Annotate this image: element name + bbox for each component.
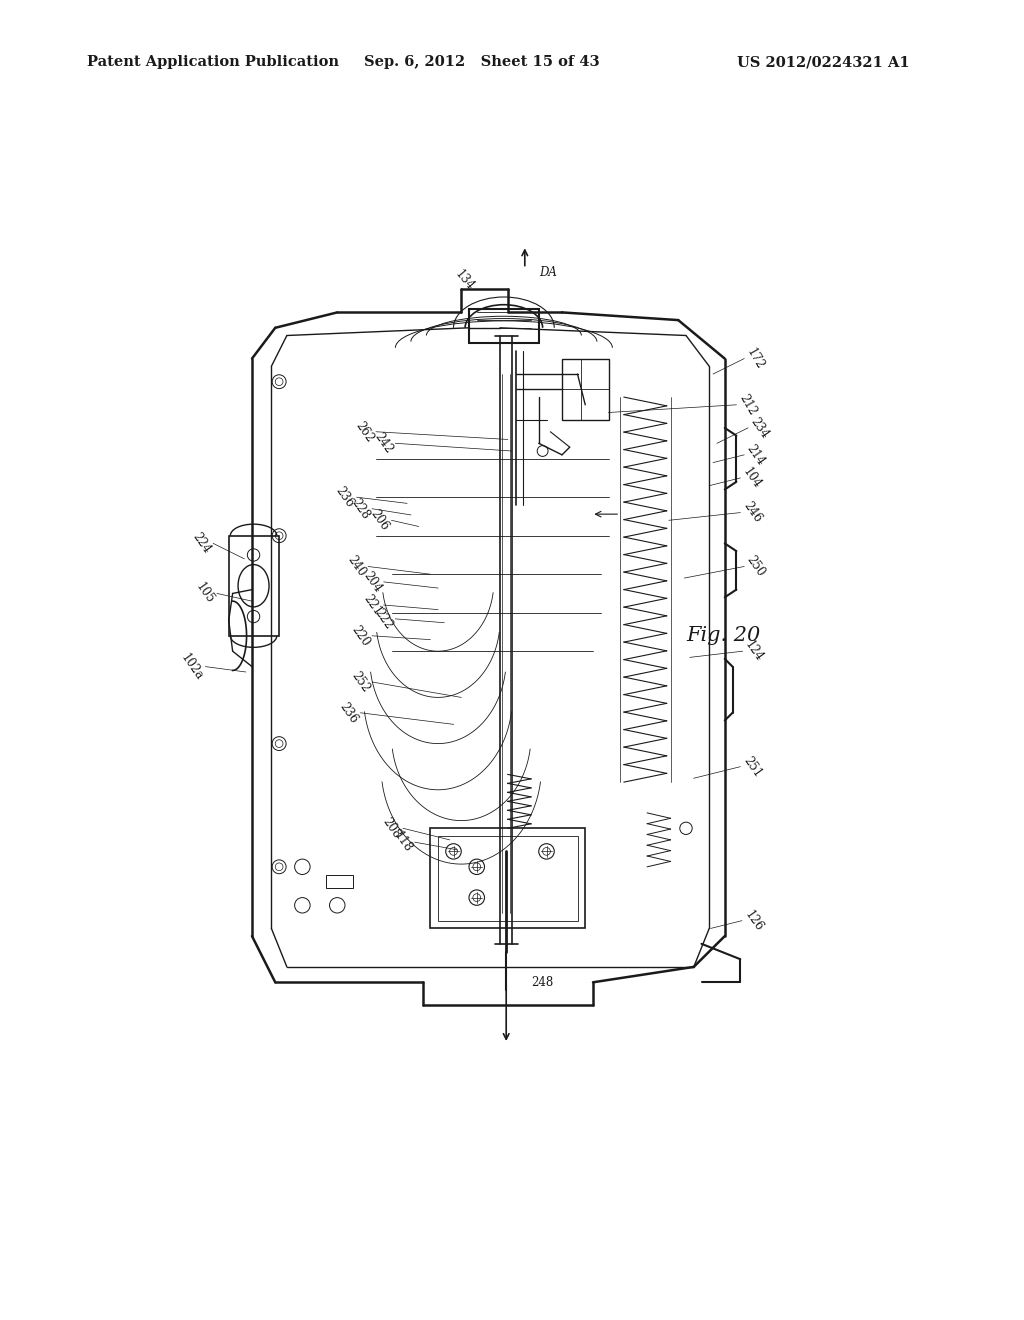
Bar [438, 836, 578, 921]
Text: 250: 250 [744, 553, 768, 579]
Text: 220: 220 [349, 623, 372, 648]
Text: 134: 134 [453, 268, 477, 293]
Bar [430, 829, 586, 928]
Text: 228: 228 [349, 496, 372, 521]
Text: 214: 214 [744, 442, 768, 467]
Text: Patent Application Publication: Patent Application Publication [87, 55, 339, 70]
Text: 102a: 102a [178, 651, 206, 682]
Text: 262: 262 [352, 418, 376, 445]
Text: 224: 224 [189, 531, 213, 556]
Text: 212: 212 [736, 392, 759, 417]
Text: 234: 234 [748, 414, 771, 441]
Text: Sep. 6, 2012   Sheet 15 of 43: Sep. 6, 2012 Sheet 15 of 43 [364, 55, 599, 70]
Text: 222: 222 [372, 606, 395, 632]
Text: US 2012/0224321 A1: US 2012/0224321 A1 [737, 55, 910, 70]
Bar [469, 309, 539, 343]
Text: 252: 252 [349, 669, 372, 694]
Text: 126: 126 [741, 908, 765, 933]
Text: 221: 221 [360, 593, 384, 618]
Text: 236: 236 [337, 700, 360, 726]
Text: 242: 242 [372, 430, 395, 457]
Text: Fig. 20: Fig. 20 [686, 626, 760, 645]
Text: 104: 104 [740, 465, 764, 491]
Text: 251: 251 [740, 754, 764, 780]
Text: 206: 206 [368, 507, 391, 533]
Text: 208: 208 [380, 816, 403, 841]
Bar [326, 875, 352, 888]
Text: 172: 172 [744, 346, 767, 371]
Text: 236: 236 [333, 484, 356, 510]
Text: DA: DA [539, 265, 557, 279]
Bar [228, 536, 280, 636]
Text: 240: 240 [345, 553, 369, 579]
Text: 204: 204 [360, 569, 384, 595]
Text: 248: 248 [531, 975, 553, 989]
Text: 118: 118 [391, 829, 415, 855]
Text: 105: 105 [194, 581, 217, 606]
Text: 124: 124 [742, 639, 766, 664]
Bar [562, 359, 608, 420]
Text: 246: 246 [740, 500, 764, 525]
